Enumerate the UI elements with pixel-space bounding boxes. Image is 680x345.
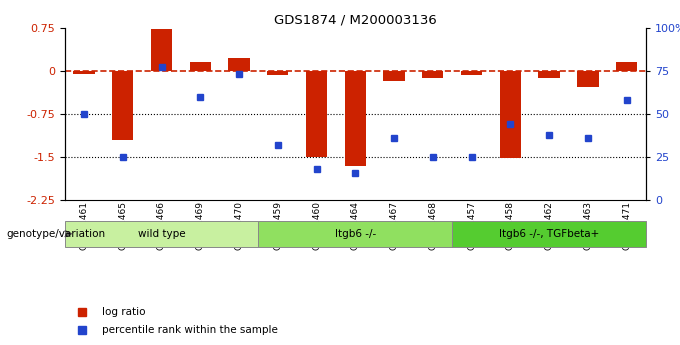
- Text: log ratio: log ratio: [103, 307, 146, 317]
- Bar: [452, 221, 646, 247]
- Text: Itgb6 -/-: Itgb6 -/-: [335, 229, 376, 239]
- Bar: [151, 29, 172, 71]
- Bar: [577, 71, 598, 87]
- Bar: [65, 221, 258, 247]
- Bar: [616, 62, 637, 71]
- Bar: [461, 71, 482, 75]
- Bar: [306, 71, 327, 157]
- Bar: [190, 62, 211, 71]
- Text: genotype/variation: genotype/variation: [7, 229, 106, 239]
- Bar: [345, 71, 366, 166]
- Bar: [500, 71, 521, 158]
- Bar: [384, 71, 405, 81]
- Bar: [112, 71, 133, 140]
- Text: Itgb6 -/-, TGFbeta+: Itgb6 -/-, TGFbeta+: [499, 229, 599, 239]
- Text: wild type: wild type: [137, 229, 186, 239]
- Bar: [539, 71, 560, 78]
- Bar: [258, 221, 452, 247]
- Bar: [422, 71, 443, 78]
- Bar: [228, 58, 250, 71]
- Text: percentile rank within the sample: percentile rank within the sample: [103, 325, 278, 335]
- Title: GDS1874 / M200003136: GDS1874 / M200003136: [274, 13, 437, 27]
- Bar: [73, 71, 95, 73]
- Bar: [267, 71, 288, 75]
